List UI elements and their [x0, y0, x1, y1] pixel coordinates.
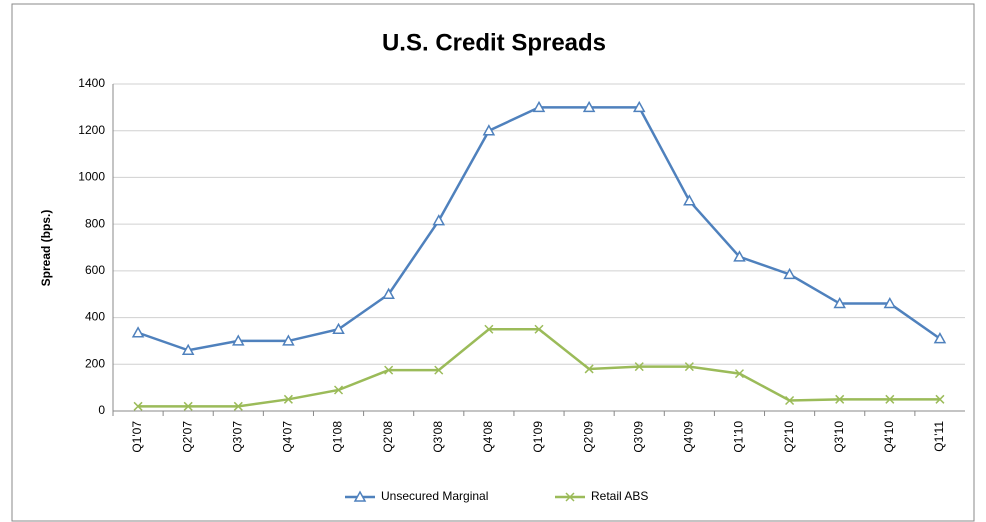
marker [332, 322, 345, 334]
marker [482, 124, 496, 136]
marker [733, 250, 746, 262]
x-tick-label: Q2'07 [180, 421, 194, 453]
chart-border [11, 3, 975, 522]
y-tick-label: 1000 [78, 170, 105, 184]
y-tick-label: 1200 [78, 123, 105, 137]
marker [935, 394, 945, 404]
marker [734, 369, 745, 379]
marker [382, 287, 395, 299]
y-tick-label: 0 [98, 403, 105, 417]
marker [835, 394, 845, 404]
y-axis-label: Spread (bps.) [39, 210, 53, 287]
x-tick-label: Q1'08 [331, 421, 345, 453]
x-tick-label: Q2'10 [782, 421, 796, 453]
marker [484, 324, 494, 334]
marker [181, 343, 195, 356]
marker [584, 364, 594, 374]
x-tick-label: Q4'09 [682, 421, 696, 453]
marker [785, 395, 795, 406]
marker [565, 492, 575, 502]
marker [232, 334, 245, 346]
x-tick-label: Q3'09 [631, 421, 645, 453]
y-tick-label: 1400 [78, 76, 105, 90]
marker [683, 194, 696, 206]
marker [333, 385, 344, 395]
marker [384, 365, 394, 375]
marker [684, 362, 694, 372]
marker [833, 297, 846, 309]
y-tick-label: 200 [85, 356, 105, 370]
y-tick-label: 600 [85, 263, 105, 277]
marker [282, 334, 295, 346]
x-tick-label: Q1'07 [130, 421, 144, 453]
x-tick-label: Q2'08 [381, 421, 395, 453]
legend-label: Retail ABS [591, 489, 648, 503]
marker [133, 401, 143, 411]
marker [353, 490, 367, 502]
x-tick-label: Q4'07 [281, 421, 295, 453]
x-tick-label: Q1'09 [531, 421, 545, 453]
marker [883, 297, 897, 309]
x-tick-label: Q4'10 [882, 421, 896, 453]
x-tick-label: Q1'11 [932, 421, 946, 452]
x-tick-label: Q1'10 [732, 421, 746, 453]
marker [432, 214, 446, 226]
y-tick-label: 400 [85, 310, 105, 324]
legend-label: Unsecured Marginal [381, 489, 488, 503]
marker [532, 100, 546, 113]
marker [933, 332, 947, 344]
y-tick-label: 800 [85, 216, 105, 230]
x-tick-label: Q3'08 [431, 421, 445, 453]
marker [233, 401, 243, 411]
x-tick-label: Q2'09 [581, 421, 595, 453]
marker [783, 267, 796, 280]
marker [582, 100, 596, 113]
marker [183, 401, 193, 411]
marker [434, 365, 444, 375]
marker [885, 394, 895, 404]
marker [131, 326, 145, 338]
x-tick-label: Q3'07 [230, 421, 244, 453]
marker [283, 394, 293, 404]
marker [534, 324, 544, 334]
marker [632, 100, 646, 113]
x-tick-label: Q3'10 [832, 421, 846, 453]
marker [634, 362, 644, 372]
x-tick-label: Q4'08 [481, 421, 495, 453]
chart-title: U.S. Credit Spreads [382, 29, 606, 56]
